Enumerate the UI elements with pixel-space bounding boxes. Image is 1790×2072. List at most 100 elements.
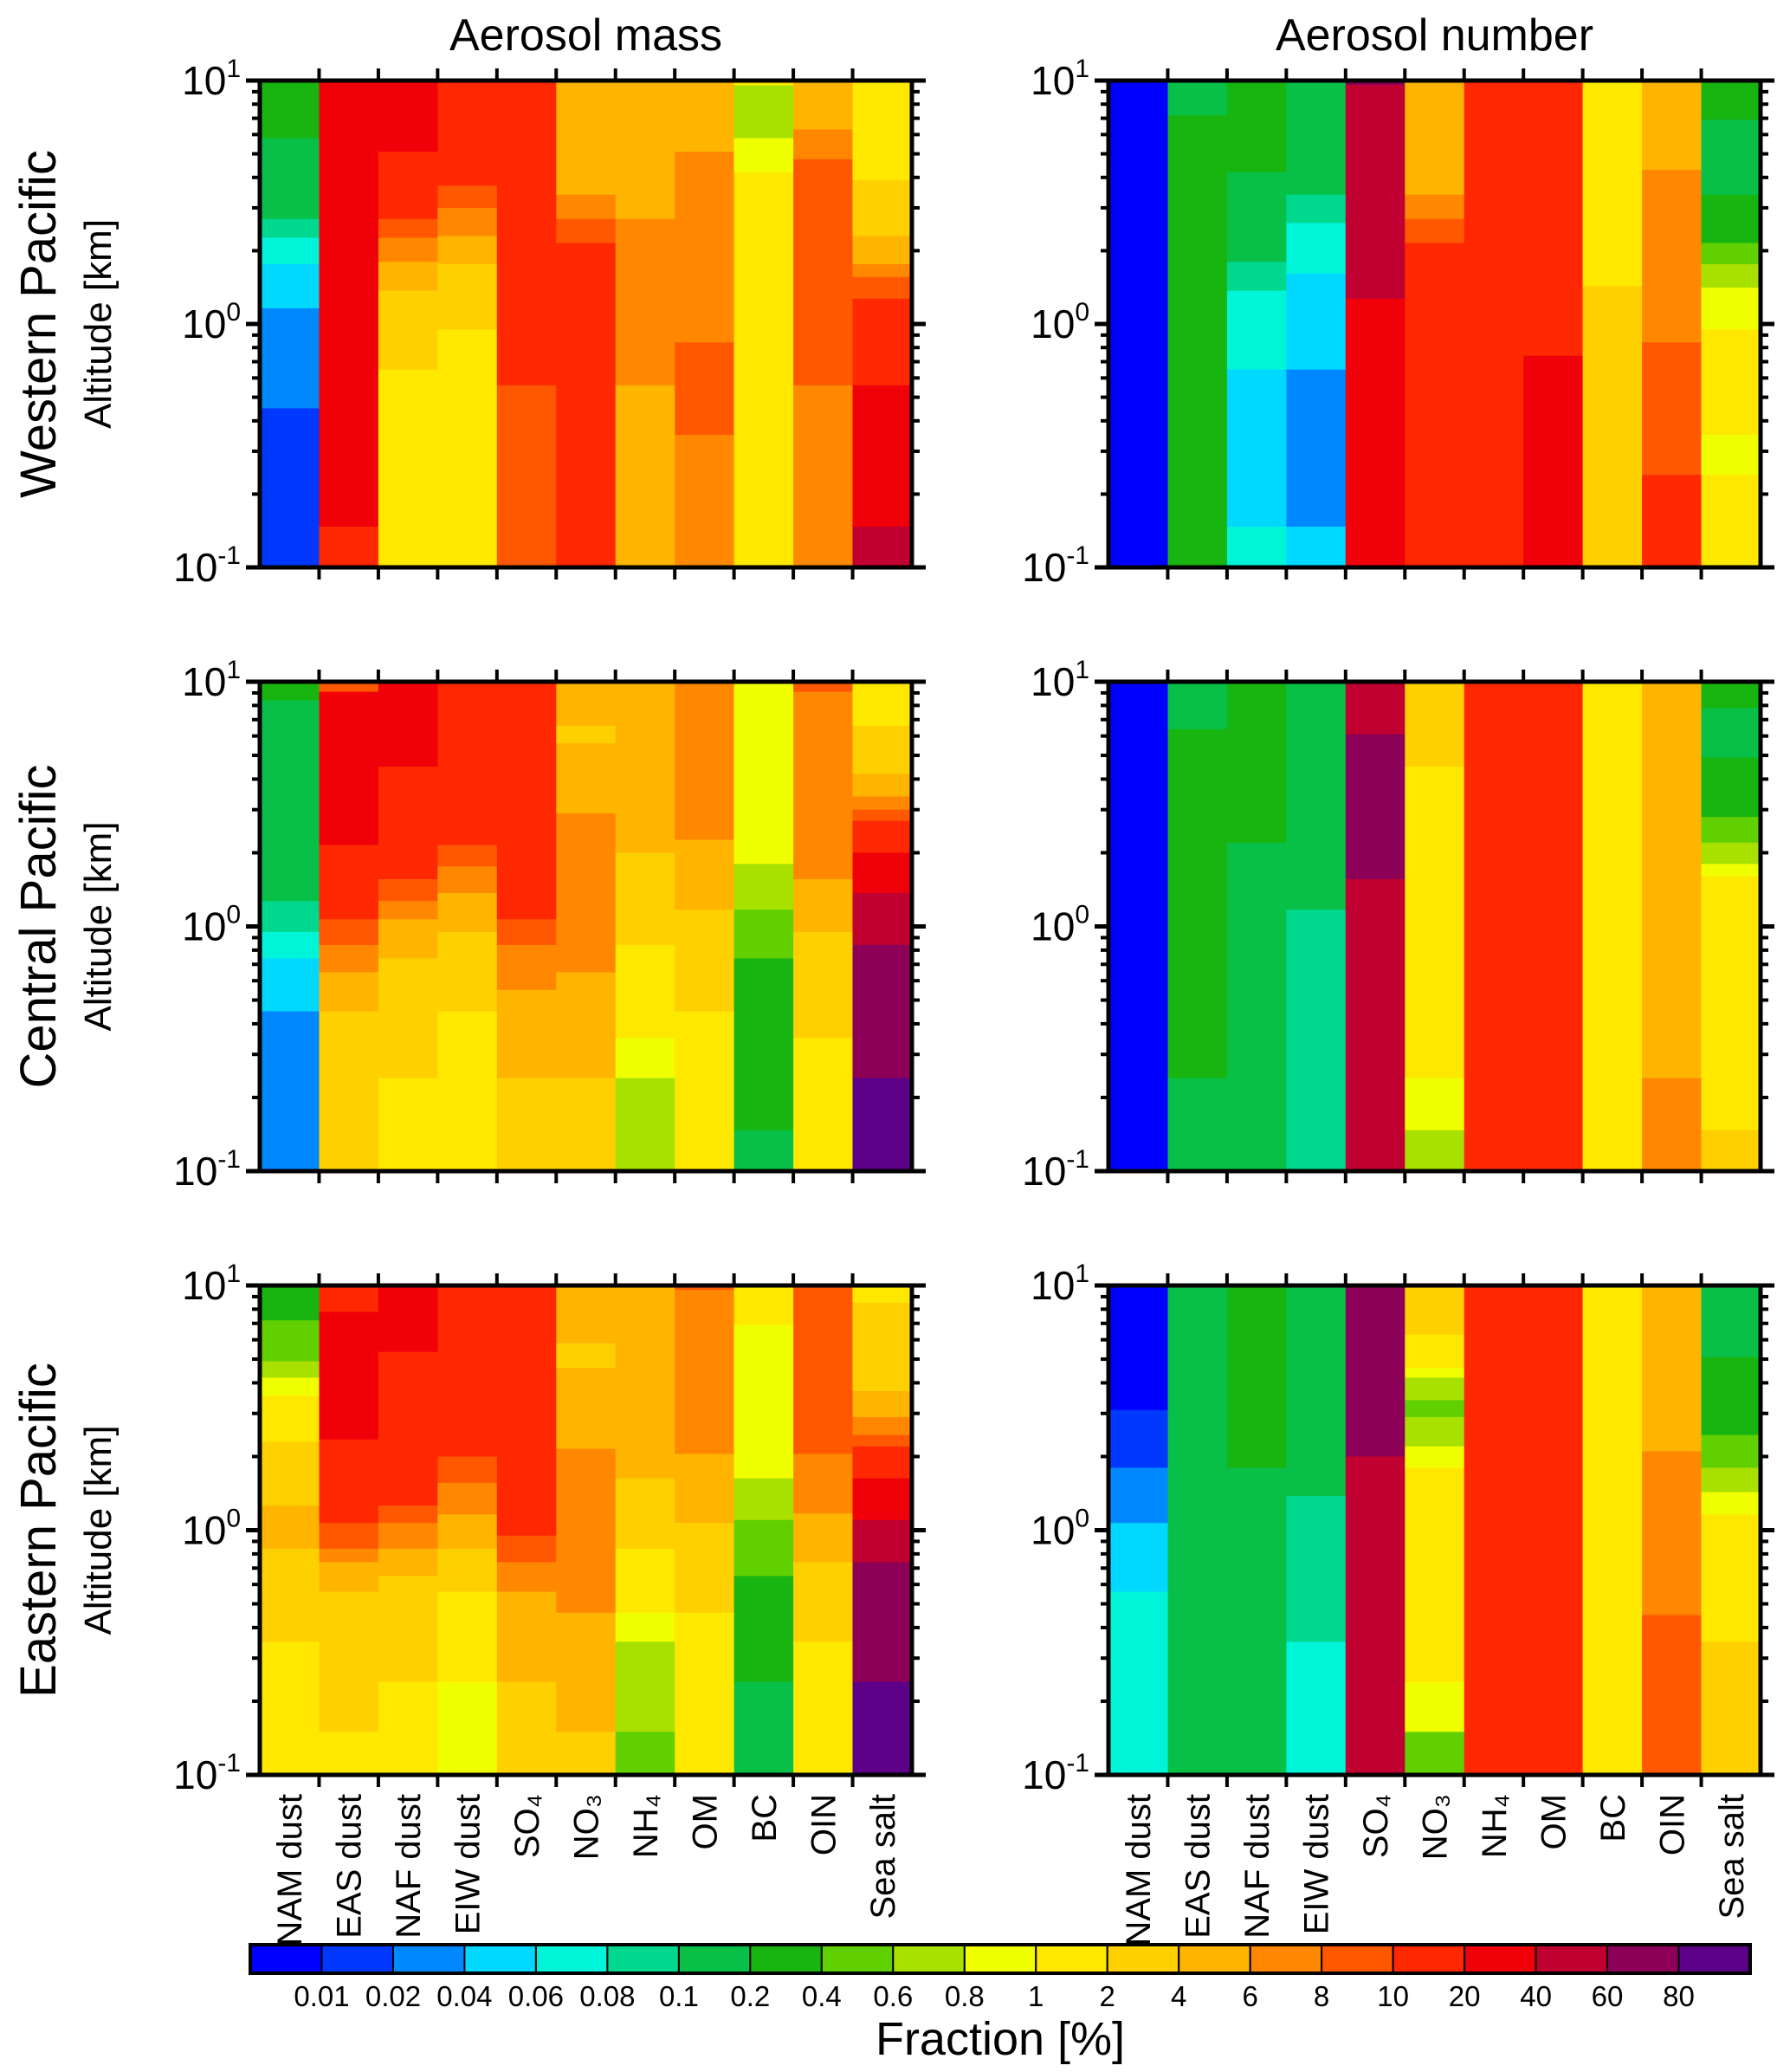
heatmap-cell xyxy=(556,1285,617,1344)
heatmap-cell xyxy=(1701,329,1761,436)
y-axis-label: Altitude [km] xyxy=(77,821,120,1031)
row-title: Eastern Pacific xyxy=(10,1363,67,1698)
heatmap-cell xyxy=(496,1562,557,1593)
heatmap-cell xyxy=(852,809,913,822)
heatmap-cell xyxy=(733,172,794,568)
heatmap-cell xyxy=(1345,298,1406,568)
heatmap-cell xyxy=(1286,369,1347,528)
heatmap-cell xyxy=(675,342,735,436)
heatmap-cell xyxy=(496,1681,557,1776)
heatmap-cell xyxy=(260,308,320,410)
heatmap-cell xyxy=(437,1548,498,1593)
heatmap-cell xyxy=(1701,876,1761,1131)
colorbar-tick-label: 10 xyxy=(1377,1980,1409,2012)
y-tick-base: 10 xyxy=(182,58,226,103)
heatmap-cell xyxy=(378,901,438,920)
colorbar-bin xyxy=(1606,1944,1680,1974)
heatmap-cell xyxy=(319,81,379,528)
colorbar-tick-label: 0.8 xyxy=(945,1980,985,2012)
heatmap-cell xyxy=(437,1456,498,1484)
figure-labels: Aerosol mass Aerosol number Western Pacifi… xyxy=(10,10,1593,1698)
heatmap-cell xyxy=(1345,1456,1406,1776)
heatmap-cell xyxy=(852,527,913,568)
category-label: EAS dust xyxy=(331,1794,369,1939)
colorbar-bin xyxy=(820,1944,895,1974)
heatmap-cell xyxy=(852,1519,913,1563)
colorbar-bin xyxy=(1106,1944,1180,1974)
heatmap-cell xyxy=(437,1514,498,1550)
heatmap-cell xyxy=(496,385,557,568)
y-tick-base: 10 xyxy=(173,1149,217,1194)
heatmap-cell xyxy=(319,1523,379,1550)
heatmap-cell xyxy=(852,944,913,1079)
heatmap-cell xyxy=(1405,682,1465,767)
heatmap-cell xyxy=(1405,1416,1465,1447)
heatmap-cell xyxy=(1226,262,1287,292)
heatmap-cell xyxy=(1523,81,1584,357)
heatmap-cell xyxy=(675,1290,735,1454)
heatmap-cell xyxy=(1405,1377,1465,1401)
heatmap-cell xyxy=(319,1548,379,1564)
heatmap-cell xyxy=(615,852,675,946)
heatmap-cell xyxy=(852,774,913,797)
heatmap-cell xyxy=(852,385,913,528)
category-label: BC xyxy=(1594,1794,1632,1842)
heatmap-cell xyxy=(1345,81,1406,86)
y-tick-label: 101 xyxy=(182,1259,241,1308)
heatmap-cell xyxy=(378,767,438,880)
y-tick-exponent: 0 xyxy=(226,901,241,929)
heatmap-cell xyxy=(1405,1467,1465,1683)
category-label: EIW dust xyxy=(1298,1794,1336,1934)
heatmap-cell xyxy=(1701,682,1761,709)
heatmap-cell xyxy=(1701,1514,1761,1642)
heatmap-cell xyxy=(852,1285,913,1304)
heatmap-cell xyxy=(1523,1285,1584,1776)
heatmap-cell xyxy=(793,1513,854,1563)
heatmap-cell xyxy=(437,845,498,867)
heatmap-cell xyxy=(1701,1357,1761,1436)
y-tick-exponent: 0 xyxy=(1075,298,1089,327)
heatmap-cell xyxy=(793,1285,854,1454)
heatmap-cell xyxy=(1108,1591,1169,1776)
heatmap-cell xyxy=(1701,475,1761,568)
heatmap-cell xyxy=(378,1351,438,1506)
heatmap-cell xyxy=(260,1361,320,1378)
heatmap-cell xyxy=(556,1368,617,1450)
heatmap-cell xyxy=(1642,170,1703,343)
heatmap-cell xyxy=(260,1285,320,1321)
heatmap-cell xyxy=(1405,1400,1465,1418)
y-tick-exponent: 1 xyxy=(1075,1259,1089,1288)
colorbar-bin xyxy=(1178,1944,1251,1974)
heatmap-cell xyxy=(1405,1681,1465,1732)
heatmap-cell xyxy=(675,1285,735,1291)
heatmap-cell xyxy=(733,1576,794,1683)
colorbar-tick-label: 80 xyxy=(1663,1980,1695,2012)
heatmap-cell xyxy=(793,159,854,386)
heatmap-cell xyxy=(793,81,854,130)
heatmap-cell xyxy=(260,1011,320,1172)
heatmap-cell xyxy=(556,194,617,220)
y-tick-label: 100 xyxy=(1031,1505,1089,1553)
heatmap-cell xyxy=(496,1078,557,1172)
heatmap-cell xyxy=(1405,767,1465,1079)
heatmap-cell xyxy=(1345,85,1406,300)
heatmap-cell xyxy=(556,1078,617,1172)
y-tick-base: 10 xyxy=(1031,1263,1075,1308)
colorbar-tick-label: 0.08 xyxy=(579,1980,635,2012)
heatmap-cell xyxy=(556,1343,617,1369)
heatmap-cell xyxy=(1226,81,1287,173)
heatmap-cell xyxy=(793,1641,854,1776)
heatmap-cell xyxy=(1405,218,1465,244)
heatmap-cell xyxy=(852,81,913,181)
y-tick-base: 10 xyxy=(182,659,226,704)
colorbar-bin xyxy=(463,1944,537,1974)
category-label: OM xyxy=(1535,1794,1573,1849)
heatmap-cell xyxy=(260,1377,320,1396)
category-label: OIN xyxy=(805,1794,843,1855)
heatmap-cell xyxy=(437,1011,498,1172)
heatmap-cell xyxy=(1701,817,1761,844)
colorbar-bin xyxy=(1464,1944,1537,1974)
colorbar-bin xyxy=(606,1944,680,1974)
